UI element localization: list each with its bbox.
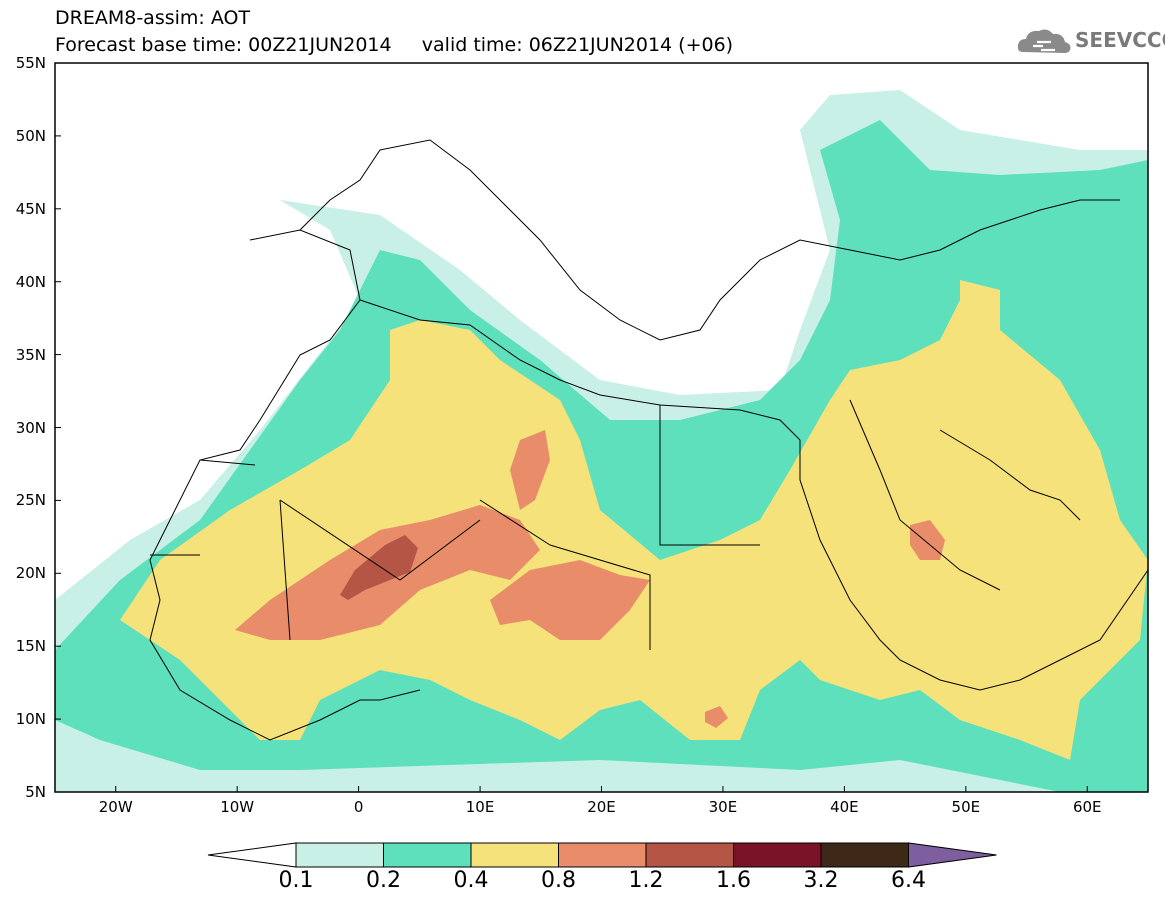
colorbar-segment [558,842,647,868]
colorbar-label: 0.4 [453,868,489,893]
colorbar-under [207,842,297,868]
colorbar-label: 6.4 [891,868,926,893]
lon-label: 60E [1072,798,1102,816]
colorbar-segment [645,842,734,868]
lat-label: 35N [15,345,46,364]
country-borders [149,139,1148,741]
lon-label: 20E [587,798,616,816]
lat-label: 55N [15,54,46,72]
colorbar-over [908,842,997,868]
lat-label: 45N [15,199,46,218]
colorbar-label: 1.6 [716,868,751,893]
lat-label: 25N [15,491,46,510]
lon-label: 40E [830,798,859,816]
lon-label: 0 [353,798,364,816]
colorbar-segment [295,842,384,868]
lat-label: 30N [15,418,46,437]
lat-label: 20N [15,564,46,583]
map-title: DREAM8-assim: AOT [55,7,251,29]
lon-label: 10E [465,798,495,816]
colorbar-label: 3.2 [803,868,839,893]
lon-label: 30E [708,798,738,816]
map-subtitle: Forecast base time: 00Z21JUN2014 valid t… [55,34,734,56]
lon-label: 20W [98,798,133,816]
colorbar-label: 0.1 [278,868,314,893]
colorbar-segment [820,842,909,868]
colorbar-label: 0.2 [366,868,401,893]
lat-label: 10N [15,710,46,729]
lon-label: 50E [951,798,981,816]
lat-label: 15N [15,637,46,656]
lat-label: 5N [25,783,46,801]
cloud-icon [1017,29,1071,53]
logo-text: SEEVCCC [1075,28,1165,52]
colorbar-segment [470,842,559,868]
lat-label: 40N [15,272,46,291]
lat-label: 50N [15,126,46,145]
colorbar-label: 0.8 [541,868,576,893]
lon-label: 10W [220,798,255,816]
aot-band-1.2 [340,535,418,600]
colorbar [207,842,997,868]
colorbar-segment [733,842,822,868]
axis-ticks [55,62,1088,793]
colorbar-segment [383,842,472,868]
colorbar-label: 1.2 [628,868,664,893]
aot-band-0.4 [120,280,1148,760]
